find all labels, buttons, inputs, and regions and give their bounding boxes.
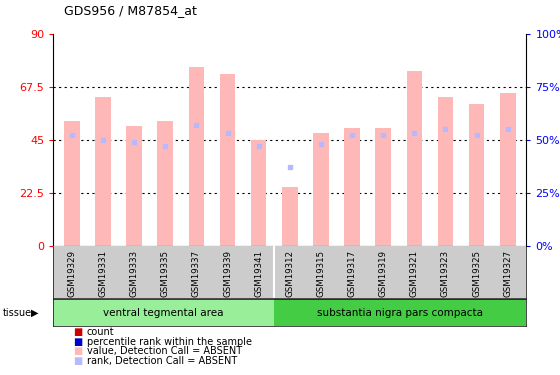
Text: ▶: ▶ — [31, 308, 38, 318]
Text: ■: ■ — [73, 346, 82, 356]
Text: GSM19323: GSM19323 — [441, 250, 450, 297]
Text: ventral tegmental area: ventral tegmental area — [104, 308, 224, 318]
Text: GSM19329: GSM19329 — [67, 250, 76, 297]
Bar — [251, 140, 267, 246]
Bar — [95, 98, 111, 246]
Text: value, Detection Call = ABSENT: value, Detection Call = ABSENT — [87, 346, 242, 356]
Text: GSM19315: GSM19315 — [316, 250, 325, 297]
Text: ■: ■ — [73, 337, 82, 346]
Text: GSM19321: GSM19321 — [410, 250, 419, 297]
Bar — [313, 133, 329, 246]
Text: tissue: tissue — [3, 308, 32, 318]
Text: substantia nigra pars compacta: substantia nigra pars compacta — [317, 308, 483, 318]
Text: GSM19333: GSM19333 — [130, 250, 139, 297]
Bar — [220, 74, 235, 246]
Text: GSM19325: GSM19325 — [472, 250, 481, 297]
Bar — [53, 299, 274, 326]
Text: ■: ■ — [73, 356, 82, 366]
Text: GSM19327: GSM19327 — [503, 250, 512, 297]
Bar — [469, 104, 484, 246]
Bar — [438, 98, 453, 246]
Text: GDS956 / M87854_at: GDS956 / M87854_at — [64, 4, 197, 17]
Bar — [407, 71, 422, 246]
Bar — [189, 67, 204, 246]
Bar — [157, 121, 173, 246]
Bar — [375, 128, 391, 246]
Text: GSM19335: GSM19335 — [161, 250, 170, 297]
Bar — [500, 93, 516, 246]
Bar — [344, 128, 360, 246]
Bar — [282, 187, 297, 246]
Text: GSM19312: GSM19312 — [285, 250, 295, 297]
Text: GSM19331: GSM19331 — [99, 250, 108, 297]
Bar — [274, 299, 526, 326]
Text: GSM19317: GSM19317 — [348, 250, 357, 297]
Text: count: count — [87, 327, 114, 337]
Bar — [127, 126, 142, 246]
Text: GSM19319: GSM19319 — [379, 250, 388, 297]
Text: GSM19337: GSM19337 — [192, 250, 201, 297]
Text: percentile rank within the sample: percentile rank within the sample — [87, 337, 252, 346]
Text: GSM19339: GSM19339 — [223, 250, 232, 297]
Bar — [64, 121, 80, 246]
Text: ■: ■ — [73, 327, 82, 337]
Text: rank, Detection Call = ABSENT: rank, Detection Call = ABSENT — [87, 356, 237, 366]
Text: GSM19341: GSM19341 — [254, 250, 263, 297]
